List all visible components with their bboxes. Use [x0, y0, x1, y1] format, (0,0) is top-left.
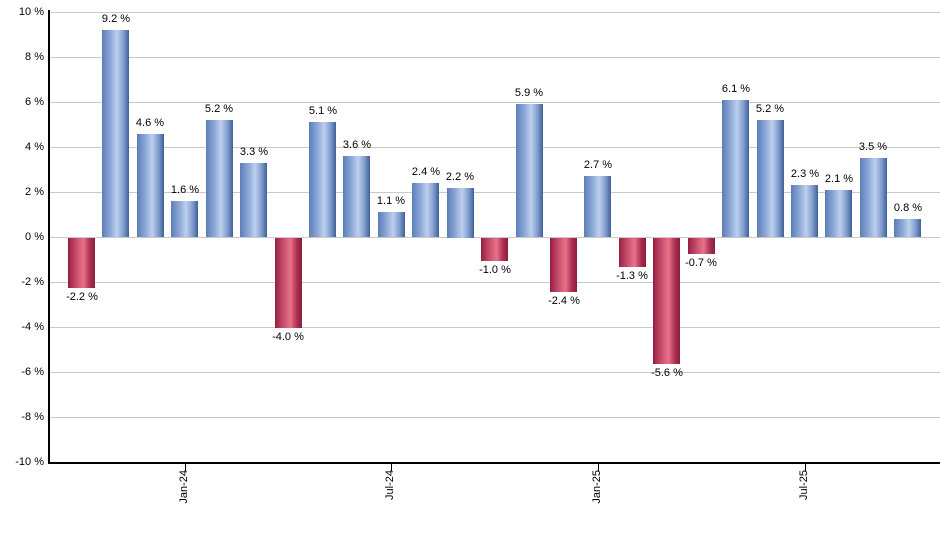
bar-value-label: 1.6 % — [170, 184, 200, 196]
bar-value-label: 2.2 % — [445, 171, 475, 183]
gridline — [48, 237, 940, 238]
bar — [378, 212, 405, 237]
y-axis-tick-label: -4 % — [21, 321, 44, 333]
bar-value-label: 2.7 % — [583, 159, 613, 171]
bar — [68, 238, 95, 288]
bar-value-label: 2.3 % — [790, 168, 820, 180]
bar-value-label: 0.8 % — [893, 202, 923, 214]
bar — [722, 100, 749, 237]
bar-value-label: 5.2 % — [204, 103, 234, 115]
y-axis-tick-label: -10 % — [15, 456, 44, 468]
bar-value-label: 4.6 % — [135, 117, 165, 129]
gridline — [48, 327, 940, 328]
y-axis-line — [48, 10, 50, 464]
bar-value-label: 6.1 % — [721, 83, 751, 95]
bar — [137, 134, 164, 237]
bar-value-label: 1.1 % — [376, 195, 406, 207]
y-axis-tick-label: -8 % — [21, 411, 44, 423]
bar-value-label: 5.9 % — [514, 87, 544, 99]
y-axis-tick-label: -6 % — [21, 366, 44, 378]
bar-value-label: -4.0 % — [272, 331, 304, 343]
bar — [171, 201, 198, 237]
bar — [412, 183, 439, 237]
bar-value-label: 3.6 % — [342, 139, 372, 151]
bar-value-label: -1.0 % — [479, 264, 511, 276]
bar — [343, 156, 370, 237]
bar — [653, 238, 680, 364]
bar-value-label: 2.4 % — [411, 166, 441, 178]
bar-value-label: -2.2 % — [66, 291, 98, 303]
gridline — [48, 57, 940, 58]
bar-value-label: 3.5 % — [858, 141, 888, 153]
gridline — [48, 417, 940, 418]
x-axis-tick-label: Jul-25 — [798, 470, 810, 500]
bar — [860, 158, 887, 237]
x-axis-tick — [185, 462, 186, 471]
bar-value-label: 5.1 % — [308, 105, 338, 117]
x-axis-tick-label: Jan-24 — [178, 470, 190, 504]
gridline — [48, 12, 940, 13]
bar — [757, 120, 784, 237]
bar — [447, 188, 474, 238]
y-axis-tick-label: -2 % — [21, 276, 44, 288]
bar — [275, 238, 302, 328]
bar — [481, 238, 508, 261]
bar — [206, 120, 233, 237]
x-axis-tick-label: Jul-24 — [384, 470, 396, 500]
x-axis-tick — [598, 462, 599, 471]
bar — [584, 176, 611, 237]
bar-value-label: 3.3 % — [239, 146, 269, 158]
bar — [102, 30, 129, 237]
bar — [550, 238, 577, 292]
bar — [619, 238, 646, 267]
bar — [791, 185, 818, 237]
bar — [894, 219, 921, 237]
gridline — [48, 102, 940, 103]
gridline — [48, 192, 940, 193]
x-axis-tick — [805, 462, 806, 471]
bar-value-label: -5.6 % — [651, 367, 683, 379]
bar — [309, 122, 336, 237]
gridline — [48, 372, 940, 373]
bar-value-label: -1.3 % — [616, 270, 648, 282]
y-axis-tick-label: 2 % — [25, 186, 44, 198]
y-axis-tick-label: 0 % — [25, 231, 44, 243]
bar — [688, 238, 715, 254]
x-axis-tick-label: Jan-25 — [591, 470, 603, 504]
bar — [516, 104, 543, 237]
bar — [240, 163, 267, 237]
gridline — [48, 282, 940, 283]
y-axis-tick-label: 10 % — [18, 6, 44, 18]
bar-value-label: -0.7 % — [685, 257, 717, 269]
bar — [825, 190, 852, 237]
bar-value-label: 2.1 % — [824, 173, 854, 185]
y-axis-tick-label: 8 % — [25, 51, 44, 63]
gridline — [48, 147, 940, 148]
x-axis-tick — [391, 462, 392, 471]
x-axis-line — [48, 462, 940, 464]
bar-value-label: 5.2 % — [755, 103, 785, 115]
bar-value-label: -2.4 % — [548, 295, 580, 307]
y-axis-tick-label: 6 % — [25, 96, 44, 108]
y-axis-tick-label: 4 % — [25, 141, 44, 153]
bar-value-label: 9.2 % — [101, 13, 131, 25]
